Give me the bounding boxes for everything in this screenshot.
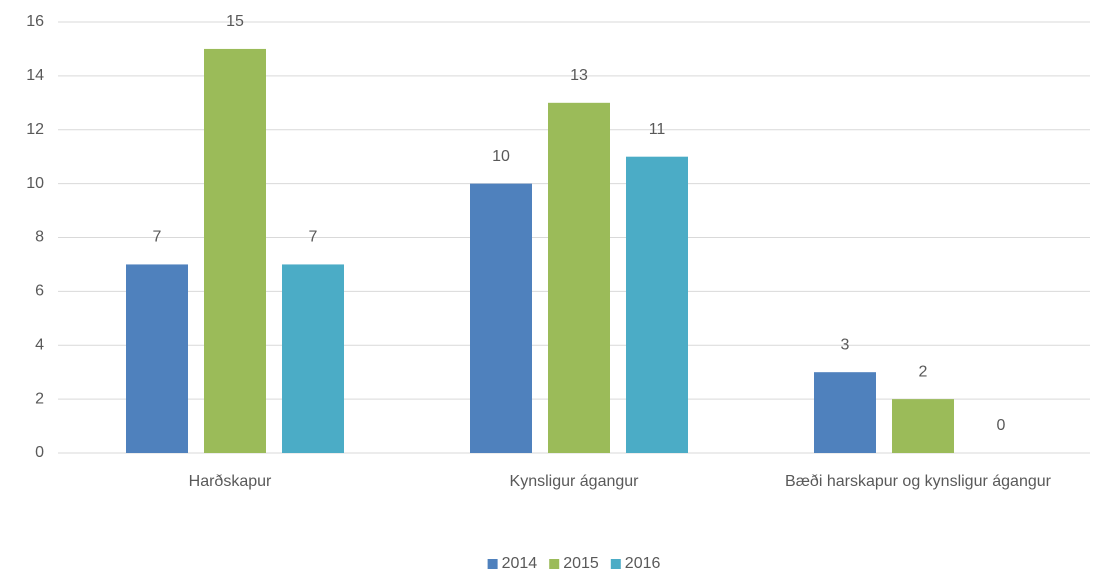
legend-swatch [487,559,498,569]
bar [892,399,954,453]
legend-label: 2016 [625,555,661,572]
y-tick-label: 16 [26,13,44,30]
x-tick-label: Kynsligur ágangur [509,473,639,490]
bar [626,156,688,453]
x-tick-label: Harðskapur [188,473,272,490]
data-label: 7 [309,229,318,246]
bar [548,102,610,453]
data-label: 10 [492,148,510,165]
bar [470,183,532,453]
y-tick-label: 10 [26,175,44,192]
data-label: 0 [997,417,1006,434]
data-label: 13 [570,67,588,84]
y-tick-label: 12 [26,121,44,138]
legend-label: 2014 [502,555,538,572]
legend-swatch [549,559,560,569]
y-tick-label: 8 [35,229,44,246]
data-label: 3 [841,336,850,353]
bar [282,264,344,453]
y-tick-label: 14 [26,67,44,84]
data-label: 7 [153,229,162,246]
data-label: 11 [649,121,666,138]
y-tick-label: 0 [35,444,44,461]
y-tick-label: 2 [35,390,44,407]
bar [814,372,876,453]
bar [204,48,266,453]
legend-swatch [610,559,621,569]
y-tick-label: 4 [35,336,44,353]
data-label: 15 [226,13,244,30]
data-label: 2 [919,363,928,380]
legend-label: 2015 [563,555,599,572]
y-tick-label: 6 [35,283,44,300]
x-tick-label: Bæði harskapur og kynsligur ágangur [785,473,1051,490]
bar [126,264,188,453]
